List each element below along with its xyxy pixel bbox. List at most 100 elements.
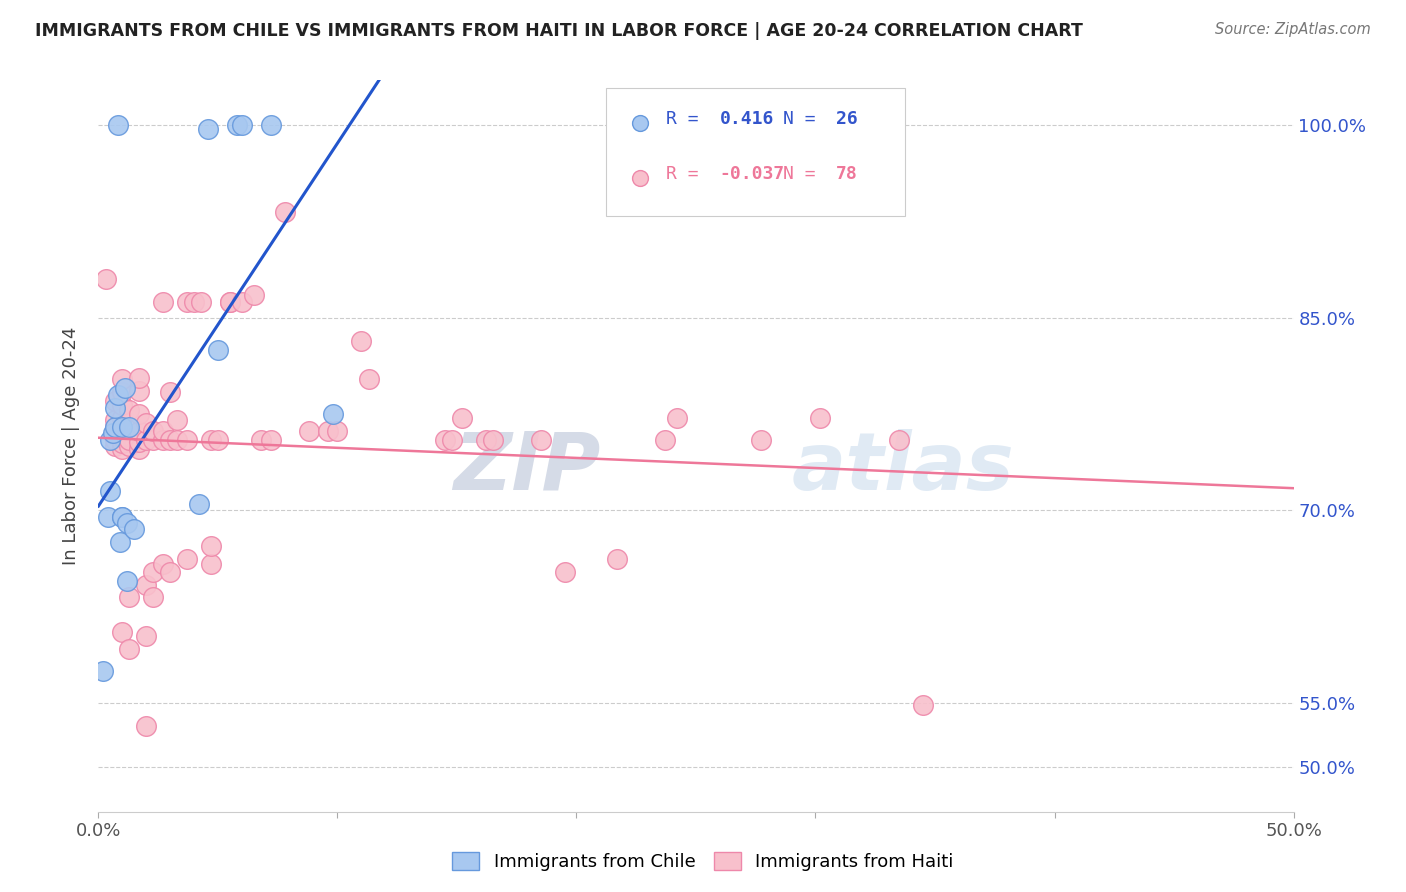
Text: 26: 26 <box>835 110 858 128</box>
Point <box>118 433 141 447</box>
Point <box>128 442 150 456</box>
Point <box>152 295 174 310</box>
Point <box>1170 193 1192 207</box>
Text: -0.037: -0.037 <box>720 165 785 183</box>
Point <box>104 413 127 427</box>
Point <box>159 433 181 447</box>
Point <box>104 433 127 447</box>
Point <box>142 433 165 447</box>
Point <box>128 384 150 398</box>
Point <box>176 295 198 310</box>
Point <box>128 371 150 385</box>
Text: R =: R = <box>666 165 710 183</box>
Point <box>104 401 127 415</box>
Point <box>231 118 253 132</box>
Point <box>316 424 339 438</box>
Y-axis label: In Labor Force | Age 20-24: In Labor Force | Age 20-24 <box>62 326 80 566</box>
Point <box>1170 289 1192 303</box>
Point <box>124 523 146 537</box>
Point <box>128 424 150 438</box>
Point <box>654 433 676 447</box>
Point <box>219 295 242 310</box>
Point <box>94 272 117 286</box>
Point <box>176 552 198 566</box>
Point <box>111 509 134 524</box>
Point <box>135 577 157 591</box>
Point <box>665 410 688 425</box>
Text: Source: ZipAtlas.com: Source: ZipAtlas.com <box>1215 22 1371 37</box>
Point <box>98 433 122 447</box>
Point <box>98 483 122 498</box>
Point <box>118 419 141 434</box>
Point <box>142 565 165 579</box>
Point <box>135 416 157 430</box>
Point <box>135 433 157 447</box>
Point <box>142 591 165 605</box>
Point <box>606 552 628 566</box>
Point <box>118 403 141 417</box>
Text: ZIP: ZIP <box>453 429 600 507</box>
Text: N =: N = <box>783 110 827 128</box>
Point <box>118 641 141 656</box>
Point <box>808 410 831 425</box>
Point <box>183 295 205 310</box>
Point <box>250 433 273 447</box>
Point <box>889 433 911 447</box>
Point <box>111 419 134 434</box>
Point <box>111 372 134 386</box>
Point <box>357 372 380 386</box>
Point <box>322 407 344 421</box>
Point <box>434 433 457 447</box>
Point <box>111 398 134 412</box>
Point <box>219 295 242 310</box>
Point <box>104 419 127 434</box>
Point <box>142 424 165 438</box>
Point <box>104 394 127 409</box>
Point <box>115 516 138 530</box>
Text: 0.416: 0.416 <box>720 110 775 128</box>
Point <box>111 436 134 450</box>
Point <box>481 433 505 447</box>
Point <box>108 535 131 549</box>
Point <box>259 433 281 447</box>
Point <box>118 439 141 453</box>
Point <box>207 433 229 447</box>
Point <box>159 565 181 579</box>
Point <box>111 410 134 425</box>
Point <box>121 869 143 883</box>
Point <box>441 433 464 447</box>
Point <box>115 574 138 588</box>
Point <box>200 539 222 553</box>
Point <box>190 295 212 310</box>
Point <box>111 430 134 444</box>
Point <box>97 509 120 524</box>
Point <box>128 407 150 421</box>
Point <box>530 433 553 447</box>
Point <box>274 205 297 219</box>
Point <box>749 433 772 447</box>
Point <box>298 424 321 438</box>
Point <box>107 387 129 401</box>
Text: 78: 78 <box>835 165 858 183</box>
Point <box>111 625 134 640</box>
Point <box>474 433 496 447</box>
Point <box>107 118 129 132</box>
Point <box>104 439 127 453</box>
Point <box>135 719 157 733</box>
Point <box>111 385 134 400</box>
Point <box>243 287 266 301</box>
Point <box>231 295 253 310</box>
Point <box>326 424 349 438</box>
Point <box>118 591 141 605</box>
Point <box>259 118 281 132</box>
Point <box>128 435 150 450</box>
Text: R =: R = <box>666 110 710 128</box>
Point <box>91 664 114 678</box>
Text: IMMIGRANTS FROM CHILE VS IMMIGRANTS FROM HAITI IN LABOR FORCE | AGE 20-24 CORREL: IMMIGRANTS FROM CHILE VS IMMIGRANTS FROM… <box>35 22 1083 40</box>
Legend: Immigrants from Chile, Immigrants from Haiti: Immigrants from Chile, Immigrants from H… <box>446 845 960 879</box>
Point <box>200 433 222 447</box>
Text: atlas: atlas <box>792 429 1014 507</box>
Point <box>101 426 124 441</box>
Point <box>166 413 188 427</box>
Point <box>114 381 136 395</box>
